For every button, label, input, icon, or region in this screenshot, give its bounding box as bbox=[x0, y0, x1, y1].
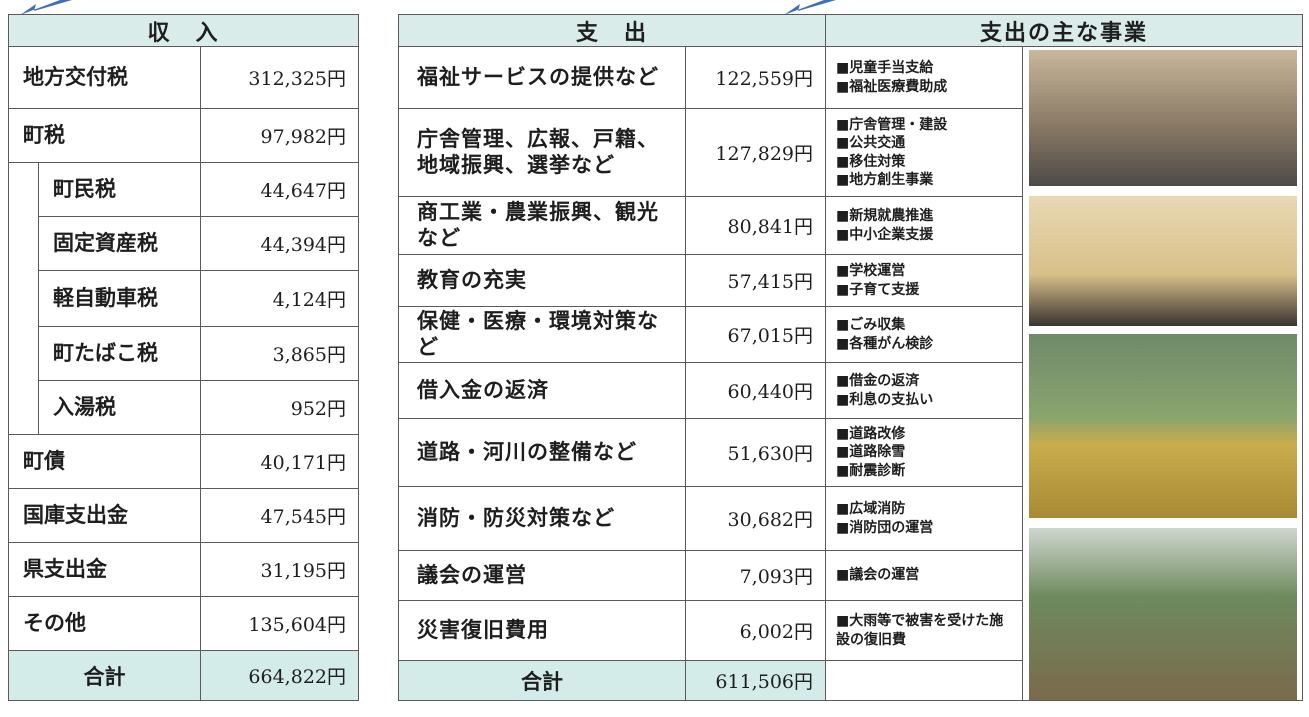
project: ■児童手当支給 bbox=[836, 60, 934, 77]
income-label: その他 bbox=[8, 596, 201, 651]
empty-cell bbox=[825, 660, 1023, 701]
income-label: 地方交付税 bbox=[8, 46, 201, 109]
projects: ■学校運営 ■子育て支援 bbox=[825, 254, 1023, 307]
income-sub-label: 軽自動車税 bbox=[38, 270, 201, 327]
income-amount: 97,982円 bbox=[200, 108, 359, 163]
income-sub-amount: 3,865円 bbox=[200, 326, 359, 381]
expenditure-label: 消防・防災対策など bbox=[398, 486, 686, 551]
project: ■ごみ収集 bbox=[836, 317, 906, 334]
projects: ■児童手当支給 ■福祉医療費助成 bbox=[825, 46, 1023, 109]
projects: ■議会の運営 bbox=[825, 550, 1023, 601]
project: ■道路改修 bbox=[836, 425, 906, 442]
expenditure-amount: 51,630円 bbox=[685, 418, 826, 487]
arrow bbox=[784, 0, 836, 15]
expenditure-amount: 80,841円 bbox=[685, 196, 826, 255]
project: ■中小企業支援 bbox=[836, 226, 934, 243]
project: ■移住対策 bbox=[836, 153, 906, 170]
projects: ■広域消防 ■消防団の運営 bbox=[825, 486, 1023, 551]
income-sub-amount: 952円 bbox=[200, 380, 359, 435]
expenditure-label: 商工業・農業振興、観光など bbox=[398, 196, 686, 255]
project: ■大雨等で被害を受けた施設の復旧費 bbox=[836, 613, 1004, 648]
expenditure-amount: 67,015円 bbox=[685, 306, 826, 363]
project: ■福祉医療費助成 bbox=[836, 78, 948, 95]
project: ■子育て支援 bbox=[836, 281, 920, 298]
income-sub-label: 入湯税 bbox=[38, 380, 201, 435]
project: ■議会の運営 bbox=[836, 567, 920, 584]
project: ■新規就農推進 bbox=[836, 208, 934, 225]
project: ■庁舎管理・建設 bbox=[836, 116, 948, 133]
income-label: 国庫支出金 bbox=[8, 488, 201, 543]
expenditure-label: 教育の充実 bbox=[398, 254, 686, 307]
income-label: 町税 bbox=[8, 108, 201, 163]
income-amount: 47,545円 bbox=[200, 488, 359, 543]
expenditure-amount: 60,440円 bbox=[685, 362, 826, 419]
income-label: 町債 bbox=[8, 434, 201, 489]
indent bbox=[8, 162, 39, 435]
project: ■利息の支払い bbox=[836, 391, 934, 408]
projects-header: 支出の主な事業 bbox=[825, 14, 1303, 47]
income-sub-label: 固定資産税 bbox=[38, 216, 201, 271]
projects: ■庁舎管理・建設 ■公共交通 ■移住対策 ■地方創生事業 bbox=[825, 108, 1023, 197]
income-header: 収 入 bbox=[8, 14, 359, 47]
project: ■地方創生事業 bbox=[836, 171, 934, 188]
income-total-amount: 664,822円 bbox=[200, 650, 359, 701]
projects: ■大雨等で被害を受けた施設の復旧費 bbox=[825, 600, 1023, 661]
projects: ■借金の返済 ■利息の支払い bbox=[825, 362, 1023, 419]
income-total-label: 合計 bbox=[8, 650, 201, 701]
project: ■道路除雪 bbox=[836, 444, 906, 461]
project: ■各種がん検診 bbox=[836, 335, 934, 352]
expenditure-label: 庁舎管理、広報、戸籍、地域振興、選挙など bbox=[398, 108, 686, 197]
photo-column bbox=[1022, 46, 1303, 701]
expenditure-label: 保健・医療・環境対策など bbox=[398, 306, 686, 363]
income-amount: 312,325円 bbox=[200, 46, 359, 109]
income-sub-label: 町民税 bbox=[38, 162, 201, 217]
expenditure-label: 借入金の返済 bbox=[398, 362, 686, 419]
expenditure-amount: 6,002円 bbox=[685, 600, 826, 661]
arrow bbox=[20, 0, 72, 15]
project: ■広域消防 bbox=[836, 501, 906, 518]
projects: ■ごみ収集 ■各種がん検診 bbox=[825, 306, 1023, 363]
income-amount: 135,604円 bbox=[200, 596, 359, 651]
projects: ■道路改修 ■道路除雪 ■耐震診断 bbox=[825, 418, 1023, 487]
projects: ■新規就農推進 ■中小企業支援 bbox=[825, 196, 1023, 255]
income-sub-label: 町たばこ税 bbox=[38, 326, 201, 381]
income-label: 県支出金 bbox=[8, 542, 201, 597]
income-amount: 31,195円 bbox=[200, 542, 359, 597]
expenditure-label: 災害復旧費用 bbox=[398, 600, 686, 661]
expenditure-total-amount: 611,506円 bbox=[685, 660, 826, 701]
income-sub-amount: 44,647円 bbox=[200, 162, 359, 217]
expenditure-amount: 30,682円 bbox=[685, 486, 826, 551]
project: ■借金の返済 bbox=[836, 373, 920, 390]
project: ■公共交通 bbox=[836, 135, 906, 152]
expenditure-label: 福祉サービスの提供など bbox=[398, 46, 686, 109]
project: ■学校運営 bbox=[836, 263, 906, 280]
expenditure-amount: 7,093円 bbox=[685, 550, 826, 601]
income-sub-amount: 4,124円 bbox=[200, 270, 359, 327]
expenditure-header: 支 出 bbox=[398, 14, 826, 47]
expenditure-total-label: 合計 bbox=[398, 660, 686, 701]
income-sub-amount: 44,394円 bbox=[200, 216, 359, 271]
project: ■消防団の運営 bbox=[836, 519, 934, 536]
expenditure-label: 道路・河川の整備など bbox=[398, 418, 686, 487]
project: ■耐震診断 bbox=[836, 462, 906, 479]
expenditure-label: 議会の運営 bbox=[398, 550, 686, 601]
expenditure-amount: 122,559円 bbox=[685, 46, 826, 109]
income-amount: 40,171円 bbox=[200, 434, 359, 489]
expenditure-amount: 57,415円 bbox=[685, 254, 826, 307]
expenditure-amount: 127,829円 bbox=[685, 108, 826, 197]
